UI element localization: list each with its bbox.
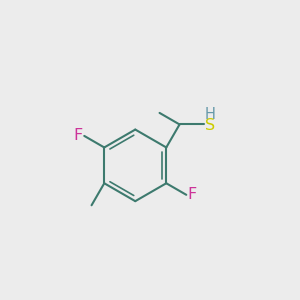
Text: H: H (205, 106, 216, 122)
Text: F: F (74, 128, 83, 143)
Text: S: S (205, 118, 215, 133)
Text: F: F (188, 187, 197, 202)
